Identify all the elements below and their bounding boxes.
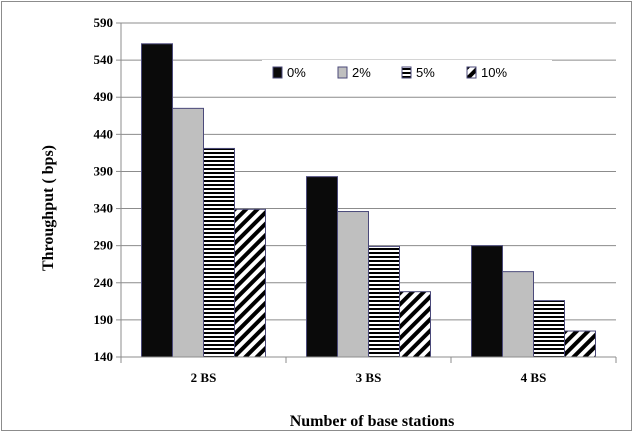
legend-swatch-10pct xyxy=(466,66,477,79)
y-tick-label: 290 xyxy=(94,238,114,253)
x-tick-label: 4 BS xyxy=(521,370,547,385)
x-tick-label: 2 BS xyxy=(191,370,217,385)
y-tick-label: 340 xyxy=(94,201,114,216)
legend-swatch-0pct xyxy=(272,66,283,79)
bar-5pct-2bs xyxy=(203,147,235,358)
legend: 0% 2% 5% 10% xyxy=(262,60,552,90)
bar-5pct-4bs xyxy=(533,300,565,358)
axes: 140 190 240 290 340 390 440 490 540 590 2 BS 3 BS 4 … xyxy=(94,15,617,385)
y-tick-label: 240 xyxy=(94,275,114,290)
bar-2pct-3bs xyxy=(337,211,369,358)
bar-2pct-4bs xyxy=(502,271,534,358)
bar-10pct-2bs xyxy=(234,208,266,358)
legend-label-2pct: 2% xyxy=(352,65,371,80)
y-tick-label: 140 xyxy=(94,349,114,364)
bar-10pct-3bs xyxy=(399,291,431,358)
legend-label-10pct: 10% xyxy=(481,65,507,80)
bar-0pct-4bs xyxy=(471,245,503,358)
bar-10pct-4bs xyxy=(564,330,596,358)
bar-2pct-2bs xyxy=(172,107,204,358)
x-axis-title: Number of base stations xyxy=(290,413,455,430)
bar-0pct-2bs xyxy=(141,43,173,358)
y-axis-title: Throughput ( bps) xyxy=(40,145,57,271)
x-tick-label: 3 BS xyxy=(356,370,382,385)
y-tick-label: 590 xyxy=(94,15,114,30)
bar-0pct-3bs xyxy=(306,176,338,358)
legend-label-0pct: 0% xyxy=(287,65,306,80)
legend-swatch-5pct xyxy=(401,66,412,79)
y-tick-label: 540 xyxy=(94,52,114,67)
y-tick-label: 390 xyxy=(94,163,114,178)
bars xyxy=(141,43,596,358)
legend-label-5pct: 5% xyxy=(416,65,435,80)
bar-5pct-3bs xyxy=(368,245,400,358)
y-tick-label: 190 xyxy=(94,312,114,327)
y-tick-label: 440 xyxy=(94,126,114,141)
y-tick-label: 490 xyxy=(94,89,114,104)
legend-swatch-2pct xyxy=(337,66,348,79)
